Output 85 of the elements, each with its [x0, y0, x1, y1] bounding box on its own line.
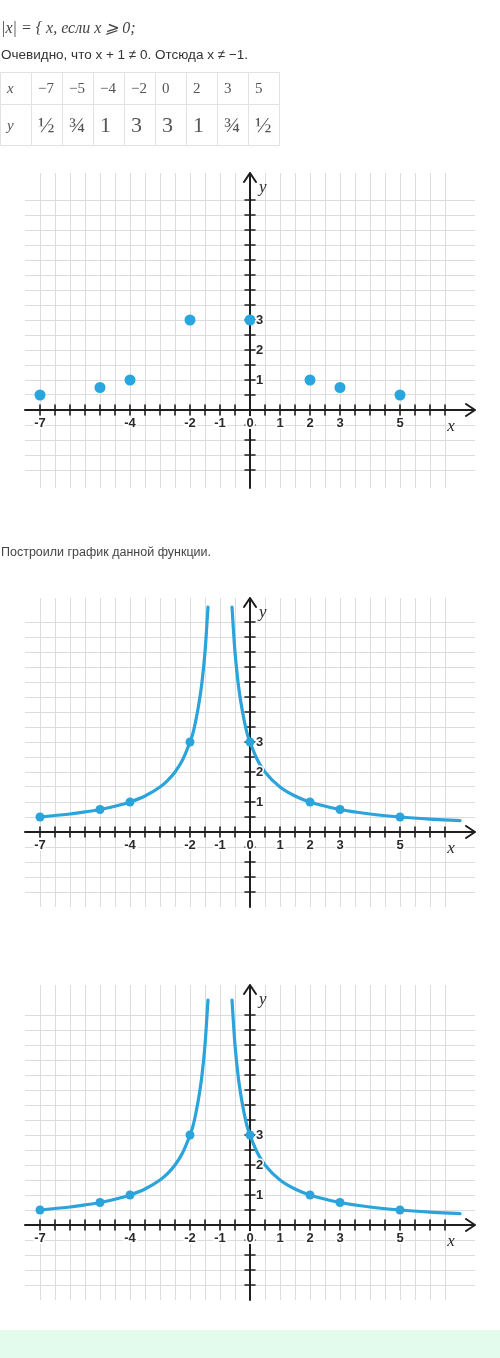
- x-tick-label: -2: [184, 837, 196, 853]
- point: [95, 1198, 105, 1207]
- point: [125, 1190, 135, 1200]
- x-tick-label: 3: [336, 415, 344, 431]
- point: [394, 389, 406, 401]
- point: [185, 737, 195, 747]
- x-tick-label: 2: [306, 837, 314, 853]
- category-label: −4: [93, 72, 125, 105]
- x-tick-label: -1: [214, 1230, 226, 1246]
- point: [185, 1130, 195, 1140]
- x-tick-label: -4: [124, 415, 137, 431]
- category-label: 5: [248, 72, 280, 105]
- point: [305, 1190, 315, 1200]
- text: 1: [100, 112, 111, 137]
- point: [94, 382, 106, 393]
- text: Очевидно, что x + 1 ≠ 0. Отсюда x ≠ −1.: [1, 47, 249, 62]
- point: [35, 812, 45, 822]
- category-label: −7: [31, 72, 63, 105]
- y-tick-label: 1: [256, 371, 264, 387]
- category-label: −5: [62, 72, 94, 105]
- x-tick-label: 1: [276, 837, 284, 853]
- y-axis-title: y: [257, 989, 267, 1009]
- y-tick-label: 2: [256, 763, 264, 779]
- y-tick-label: 3: [256, 1126, 264, 1142]
- point: [124, 374, 136, 386]
- point: [334, 382, 346, 393]
- y-tick-label: 2: [256, 341, 264, 357]
- x-tick-label: 5: [396, 1230, 404, 1246]
- x-tick-label: -7: [34, 1230, 46, 1246]
- x-tick-label: -1: [214, 837, 226, 853]
- y-tick-label: 1: [256, 1186, 264, 1202]
- x-axis-title: x: [446, 1230, 456, 1250]
- x-tick-label: 3: [336, 837, 344, 853]
- text: ½: [38, 112, 55, 137]
- x-axis-title: x: [446, 415, 456, 435]
- point: [95, 805, 105, 814]
- y-axis-title: y: [257, 177, 267, 197]
- text: ¾: [224, 112, 241, 137]
- x-tick-label: -2: [184, 1230, 196, 1246]
- x-tick-label: 3: [336, 1230, 344, 1246]
- category-label: 2: [186, 72, 218, 105]
- point: [184, 314, 196, 326]
- x-tick-label: 2: [306, 415, 314, 431]
- text: 3: [162, 112, 173, 137]
- x-tick-label: -4: [124, 1230, 137, 1246]
- category-label: −2: [124, 72, 156, 105]
- point: [245, 737, 255, 747]
- point: [35, 1205, 45, 1215]
- x-tick-label: 5: [396, 837, 404, 853]
- point: [305, 797, 315, 807]
- point: [304, 374, 316, 386]
- x-tick-label: 5: [396, 415, 404, 431]
- point: [244, 314, 256, 326]
- point: [335, 805, 345, 814]
- point: [245, 1130, 255, 1140]
- x-tick-label: -7: [34, 837, 46, 853]
- chart-title: Построили график данной функции.: [1, 545, 212, 559]
- line-series: [230, 998, 462, 1216]
- point: [395, 1205, 405, 1215]
- point: [34, 389, 46, 401]
- x-tick-label: -1: [214, 415, 226, 431]
- text: ¾: [69, 112, 86, 137]
- y-tick-label: 2: [256, 1156, 264, 1172]
- line-series: [230, 605, 462, 823]
- point: [395, 812, 405, 822]
- text: 3: [131, 112, 142, 137]
- y-tick-label: 3: [256, 733, 264, 749]
- category-label: 0: [155, 72, 187, 105]
- x-tick-label: 1: [276, 1230, 284, 1246]
- text: |x| = { x, если x ⩾ 0;: [1, 18, 136, 37]
- x-tick-label: -2: [184, 415, 196, 431]
- text: x: [0, 72, 32, 105]
- x-tick-label: 2: [306, 1230, 314, 1246]
- x-axis-title: x: [446, 837, 456, 857]
- text: y: [0, 104, 32, 146]
- x-tick-label: -4: [124, 837, 137, 853]
- x-tick-label: -7: [34, 415, 46, 431]
- text: 1: [193, 112, 204, 137]
- x-tick-label: 1: [276, 415, 284, 431]
- y-axis-title: y: [257, 602, 267, 622]
- y-tick-label: 3: [256, 311, 264, 327]
- point: [335, 1198, 345, 1207]
- y-tick-label: 1: [256, 793, 264, 809]
- text: ½: [255, 112, 272, 137]
- point: [125, 797, 135, 807]
